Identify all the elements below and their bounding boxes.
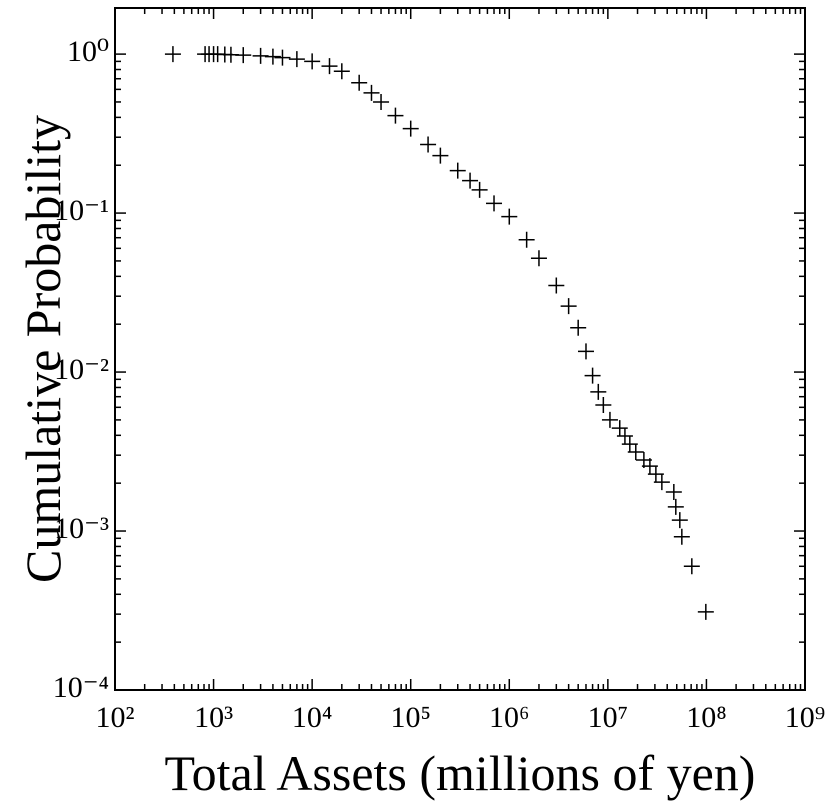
y-tick-label: 10⁻⁴ [53,671,109,704]
x-tick-label: 10⁴ [292,701,332,734]
y-axis-title: Cumulative Probability [15,115,71,583]
x-tick-label: 10⁹ [785,701,825,734]
point [432,147,449,164]
point [683,558,700,575]
point [665,483,682,500]
point [288,51,305,68]
point [449,162,466,179]
point [530,250,547,267]
point [570,319,587,336]
x-tick-label: 10⁵ [390,701,430,734]
point [164,46,181,63]
point [671,512,688,529]
point [333,63,350,80]
point [653,474,670,491]
x-axis-title: Total Assets (millions of yen) [165,745,756,801]
point [402,120,419,137]
point [518,231,535,248]
point [595,397,612,414]
point [667,498,684,515]
x-tick-label: 10⁷ [588,701,628,734]
point [616,428,633,445]
x-tick-label: 10³ [194,701,233,734]
point [548,277,565,294]
y-tick-label: 10⁰ [67,35,109,68]
point [304,53,321,70]
point [584,367,601,384]
point [363,84,380,101]
point [235,47,252,64]
y-tick-label: 10⁻³ [54,512,109,545]
point [387,107,404,124]
point [697,603,714,620]
point [373,93,390,110]
point [647,466,664,483]
point [351,74,368,91]
y-tick-label: 10⁻² [54,353,109,386]
point [420,136,437,153]
point [501,208,518,225]
plot-frame [114,7,806,691]
x-tick-label: 10⁸ [686,701,726,734]
point [462,172,479,189]
point [673,528,690,545]
point [264,48,281,65]
point [486,195,503,212]
point [627,444,644,461]
point [471,181,488,198]
point [321,58,338,75]
point [577,343,594,360]
y-tick-label: 10⁻¹ [54,194,109,227]
x-tick-label: 10² [96,701,135,734]
point [601,411,618,428]
point [560,298,577,315]
point [274,49,291,66]
point [590,383,607,400]
x-tick-label: 10⁶ [489,701,529,734]
